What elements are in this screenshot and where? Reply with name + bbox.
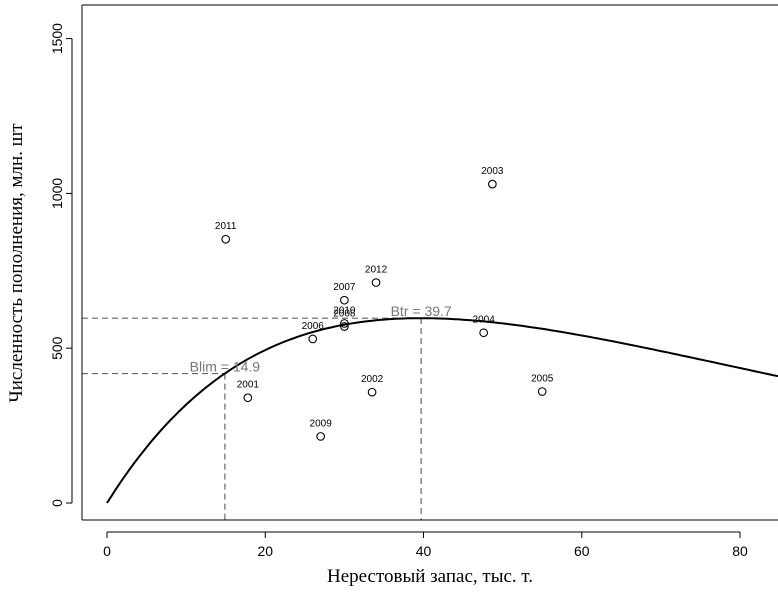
y-tick-label: 1000 bbox=[49, 178, 65, 209]
fit-curve bbox=[106, 317, 778, 504]
data-point bbox=[316, 432, 326, 441]
x-tick-label: 60 bbox=[574, 543, 590, 559]
data-point bbox=[371, 278, 381, 287]
data-point bbox=[340, 295, 349, 305]
x-tick-label: 40 bbox=[416, 543, 432, 559]
data-point bbox=[221, 234, 231, 244]
data-point bbox=[537, 387, 547, 396]
data-point bbox=[340, 319, 349, 328]
data-point-label: 2009 bbox=[310, 418, 333, 429]
data-points: 2001 2002 2003 2004 2005 2006 2007 2008 2009 2010… bbox=[215, 166, 554, 441]
x-tick-label: 20 bbox=[257, 543, 273, 559]
data-point bbox=[340, 322, 349, 331]
data-point-label: 2010 bbox=[333, 305, 356, 316]
reference-lines bbox=[82, 317, 422, 520]
data-point-label: 2007 bbox=[333, 282, 356, 293]
data-point-label: 2012 bbox=[365, 265, 388, 276]
reference-label: Btr = 39.7 bbox=[391, 303, 452, 319]
data-point bbox=[479, 328, 489, 338]
data-point-label: 2011 bbox=[215, 221, 237, 232]
data-point-label: 2004 bbox=[473, 315, 496, 326]
data-point bbox=[308, 334, 318, 344]
data-point-label: 2003 bbox=[481, 166, 504, 177]
reference-label: Blim = 14.9 bbox=[190, 359, 261, 375]
y-axis-title: Численность пополнения, млн. шт bbox=[6, 123, 27, 403]
x-tick-label: 80 bbox=[732, 543, 748, 559]
data-point-label: 2006 bbox=[302, 321, 325, 332]
x-tick-label: 0 bbox=[103, 543, 111, 559]
data-point-label: 2002 bbox=[361, 374, 384, 385]
data-point-label: 2001 bbox=[237, 380, 260, 391]
y-tick-label: 1500 bbox=[49, 23, 65, 54]
data-point-label: 2005 bbox=[531, 374, 554, 385]
data-point-label: 2008 bbox=[333, 309, 356, 320]
y-tick-label: 0 bbox=[49, 499, 65, 507]
data-point bbox=[243, 393, 253, 403]
plot-frame bbox=[81, 4, 778, 521]
y-axis: 0 500 1000 1500 bbox=[49, 23, 73, 507]
x-axis: 0 20 40 60 80 bbox=[103, 531, 748, 559]
data-point bbox=[367, 387, 377, 397]
y-tick-label: 500 bbox=[49, 336, 65, 360]
reference-labels: Blim = 14.9 Btr = 39.7 bbox=[190, 303, 452, 374]
data-point bbox=[488, 179, 497, 189]
x-axis-title: Нерестовый запас, тыс. т. bbox=[327, 566, 533, 587]
